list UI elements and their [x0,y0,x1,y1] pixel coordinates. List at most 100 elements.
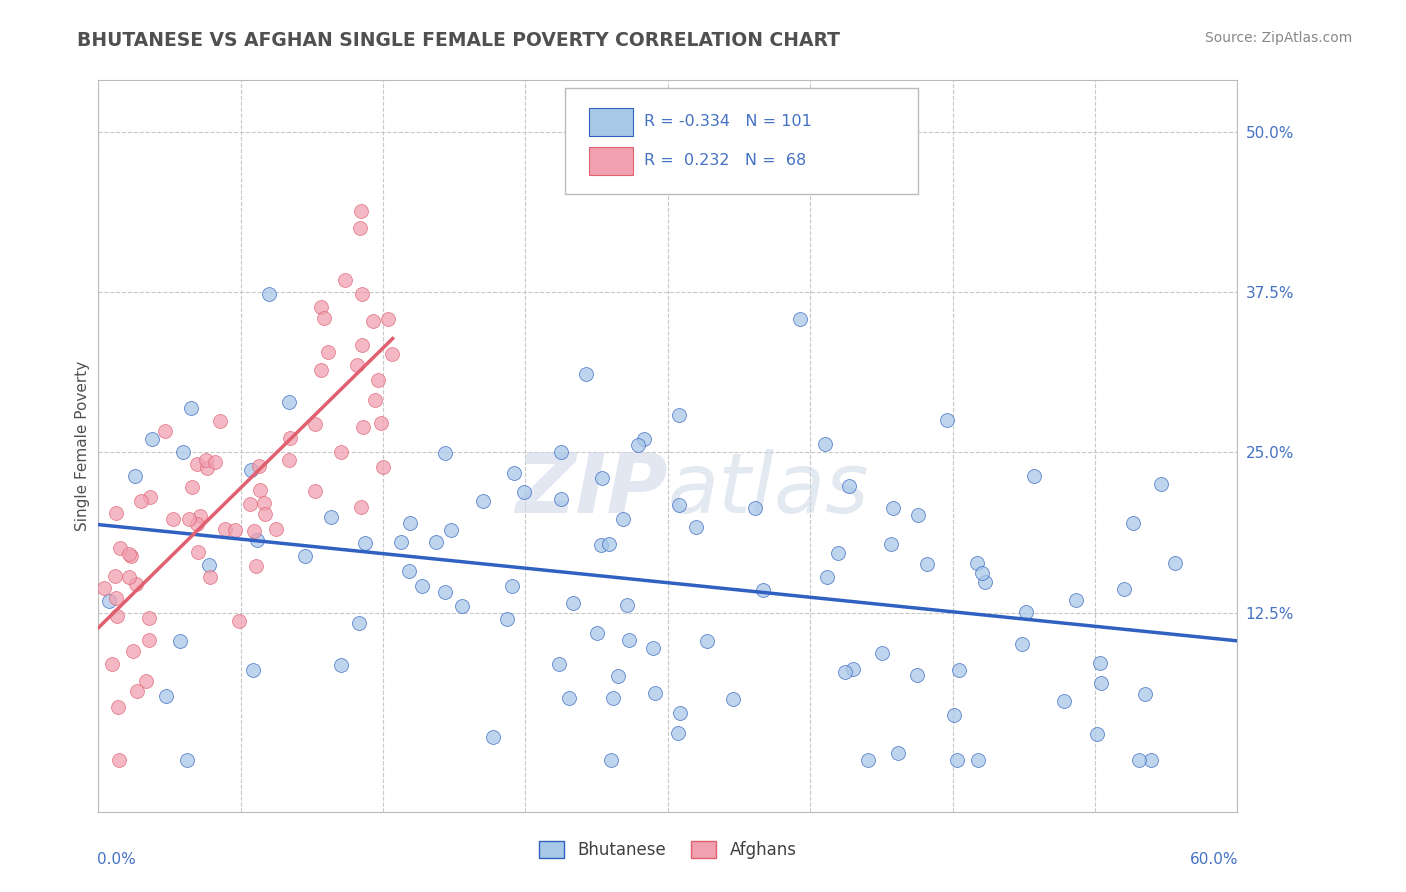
Y-axis label: Single Female Poverty: Single Female Poverty [75,361,90,531]
Point [228,614,250,628]
Point [598,536,620,550]
Point [616,598,638,612]
Point [389,534,412,549]
Point [721,691,744,706]
Point [277,394,299,409]
Point [501,579,523,593]
Point [98,594,121,608]
Point [138,633,160,648]
Point [827,546,849,560]
Point [503,467,526,481]
Point [239,497,262,511]
Point [155,689,177,703]
Point [176,753,198,767]
Point [245,558,267,573]
Point [135,674,157,689]
Point [329,658,352,673]
Point [744,501,766,516]
Point [242,663,264,677]
Point [946,753,969,767]
Point [838,478,860,492]
Point [834,665,856,679]
Point [139,490,162,504]
Text: Source: ZipAtlas.com: Source: ZipAtlas.com [1205,31,1353,45]
Point [304,417,326,431]
Point [153,424,176,438]
Point [309,300,332,314]
Point [101,657,124,672]
Point [558,690,581,705]
Point [586,625,609,640]
Text: R =  0.232   N =  68: R = 0.232 N = 68 [644,153,806,169]
Point [243,524,266,539]
Point [125,684,148,698]
Point [321,509,343,524]
Point [842,663,865,677]
Point [353,420,375,434]
Point [789,312,811,326]
Point [439,523,461,537]
Point [138,610,160,624]
Point [131,494,153,508]
Point [180,401,202,415]
Point [173,444,195,458]
Point [350,500,373,514]
Point [349,615,371,630]
FancyBboxPatch shape [589,147,633,175]
Point [240,463,263,477]
Point [496,612,519,626]
Point [278,452,301,467]
Point [1164,556,1187,570]
Point [814,437,837,451]
Point [599,753,621,767]
Point [377,312,399,326]
Point [882,500,904,515]
Text: BHUTANESE VS AFGHAN SINGLE FEMALE POVERTY CORRELATION CHART: BHUTANESE VS AFGHAN SINGLE FEMALE POVERT… [77,31,841,50]
Point [214,523,236,537]
Point [204,455,226,469]
Point [353,536,375,550]
Point [411,579,433,593]
Point [381,347,404,361]
Point [482,730,505,744]
Point [120,549,142,563]
FancyBboxPatch shape [565,87,918,194]
Point [264,522,287,536]
Text: 0.0%: 0.0% [97,852,136,867]
Point [1052,694,1074,708]
Point [1122,516,1144,530]
Text: R = -0.334   N = 101: R = -0.334 N = 101 [644,114,811,129]
Point [905,668,928,682]
Point [870,646,893,660]
Point [696,633,718,648]
Point [669,706,692,720]
Point [124,468,146,483]
Point [1022,469,1045,483]
Legend: Bhutanese, Afghans: Bhutanese, Afghans [533,834,803,865]
FancyBboxPatch shape [589,108,633,136]
Point [177,512,200,526]
Point [1090,676,1112,690]
Point [370,416,392,430]
Point [352,286,374,301]
Point [363,393,385,408]
Point [181,480,204,494]
Point [125,577,148,591]
Point [333,273,356,287]
Point [575,368,598,382]
Point [602,691,624,706]
Point [562,596,585,610]
Point [350,338,373,352]
Point [550,444,572,458]
Point [591,538,613,552]
Text: 60.0%: 60.0% [1189,852,1239,867]
Point [224,523,246,537]
Point [247,459,270,474]
Point [104,591,127,605]
Point [246,533,269,547]
Point [815,570,838,584]
Point [512,484,534,499]
Point [373,460,395,475]
Point [294,549,316,564]
Point [197,558,219,572]
